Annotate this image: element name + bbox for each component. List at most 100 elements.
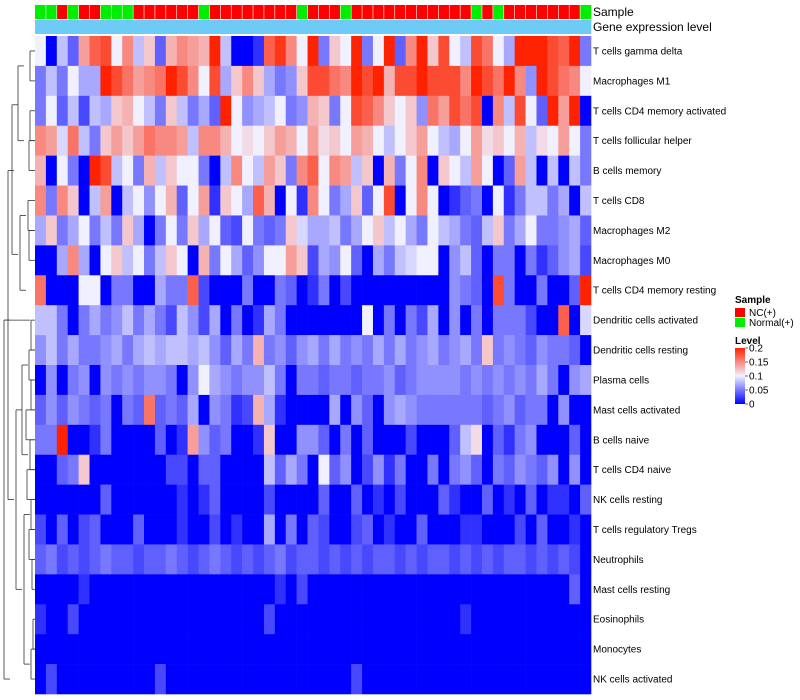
annotation-cell — [198, 5, 210, 19]
heatmap-cell — [242, 604, 254, 635]
heatmap-cell — [242, 305, 254, 336]
heatmap-cell — [56, 604, 69, 635]
heatmap-cell — [580, 275, 592, 306]
heatmap-cell — [274, 454, 287, 485]
heatmap-cell — [372, 215, 385, 246]
row-label: Mast cells resting — [593, 585, 670, 596]
heatmap-cell — [558, 185, 570, 216]
heatmap-cell — [100, 245, 112, 276]
heatmap-cell — [492, 185, 505, 216]
heatmap-cell — [56, 95, 69, 127]
heatmap-cell — [580, 454, 592, 485]
heatmap-cell — [165, 36, 178, 67]
heatmap-cell — [242, 275, 254, 306]
annotation-cell — [329, 5, 341, 19]
heatmap-cell — [394, 634, 406, 665]
heatmap-cell — [416, 125, 428, 156]
heatmap-cell — [122, 484, 134, 515]
heatmap-cell — [187, 634, 199, 665]
heatmap-cell — [318, 305, 330, 336]
heatmap-cell — [329, 95, 341, 127]
heatmap-cell — [525, 275, 537, 306]
heatmap-cell — [198, 394, 210, 426]
heatmap-cell — [351, 65, 363, 97]
heatmap-cell — [165, 65, 178, 97]
heatmap-cell — [438, 245, 450, 276]
heatmap-cell — [547, 275, 559, 306]
heatmap-cell — [492, 335, 505, 366]
annotation-cell — [176, 5, 188, 19]
heatmap-cell — [154, 185, 167, 216]
heatmap-cell — [318, 664, 330, 695]
heatmap-cell — [481, 604, 494, 635]
heatmap-cell — [165, 424, 178, 456]
heatmap-cell — [296, 335, 308, 366]
heatmap-cell — [394, 394, 406, 426]
heatmap-cell — [285, 514, 297, 545]
row-label: T cells CD4 memory resting — [593, 286, 716, 297]
heatmap-cell — [122, 215, 134, 246]
heatmap-cell — [503, 335, 515, 366]
heatmap-cell — [569, 454, 581, 485]
heatmap-cell — [438, 65, 450, 97]
heatmap-cell — [525, 335, 537, 366]
heatmap-cell — [481, 245, 494, 276]
heatmap-cell — [187, 365, 199, 396]
heatmap-cell — [481, 95, 494, 127]
heatmap-cell — [242, 335, 254, 366]
heatmap-cell — [253, 65, 265, 97]
heatmap-cell — [285, 394, 297, 426]
heatmap-cell — [536, 245, 548, 276]
heatmap-cell — [285, 484, 297, 515]
heatmap-cell — [209, 335, 221, 366]
heatmap-cell — [220, 574, 232, 605]
heatmap-cell — [56, 484, 69, 515]
heatmap-cell — [481, 664, 494, 695]
heatmap-cell — [285, 634, 297, 665]
heatmap-cell — [525, 484, 537, 515]
heatmap-cell — [340, 215, 352, 246]
heatmap-cell — [514, 514, 526, 545]
heatmap-cell — [362, 155, 374, 186]
heatmap-cell — [242, 155, 254, 186]
heatmap-cell — [133, 245, 145, 276]
annotation-cell — [154, 5, 167, 19]
heatmap-cell — [427, 365, 439, 396]
annotation-cell — [78, 20, 90, 34]
heatmap-cell — [471, 454, 483, 485]
heatmap-cell — [78, 185, 90, 216]
heatmap-cell — [514, 36, 526, 67]
heatmap-cell — [242, 185, 254, 216]
heatmap-cell — [460, 335, 472, 366]
heatmap-cell — [111, 514, 123, 545]
heatmap-cell — [296, 305, 308, 336]
heatmap-cell — [307, 95, 319, 127]
heatmap-cell — [394, 335, 406, 366]
heatmap-cell — [67, 394, 79, 426]
heatmap-cell — [492, 664, 505, 695]
heatmap-cell — [78, 365, 90, 396]
heatmap-cell — [67, 514, 79, 545]
heatmap-cell — [89, 245, 101, 276]
heatmap-cell — [438, 185, 450, 216]
heatmap-cell — [122, 65, 134, 97]
heatmap-cell — [340, 245, 352, 276]
heatmap-cell — [471, 155, 483, 186]
heatmap-cell — [383, 365, 396, 396]
heatmap-cell — [351, 335, 363, 366]
heatmap-cell — [78, 275, 90, 306]
annotation-cell — [296, 5, 308, 19]
heatmap-cell — [220, 454, 232, 485]
heatmap-cell — [492, 424, 505, 456]
annotation-cell — [340, 20, 352, 34]
heatmap-cell — [144, 365, 156, 396]
legend-level-tick-label: 0.05 — [749, 386, 769, 397]
heatmap-cell — [427, 394, 439, 426]
heatmap-cell — [296, 544, 308, 575]
heatmap-cell — [253, 95, 265, 127]
heatmap-cell — [569, 155, 581, 186]
heatmap-cell — [35, 95, 47, 127]
heatmap-cell — [67, 305, 79, 336]
row-labels: T cells gamma delta Macrophages M1 T cells… — [593, 46, 726, 685]
heatmap-cell — [209, 65, 221, 97]
